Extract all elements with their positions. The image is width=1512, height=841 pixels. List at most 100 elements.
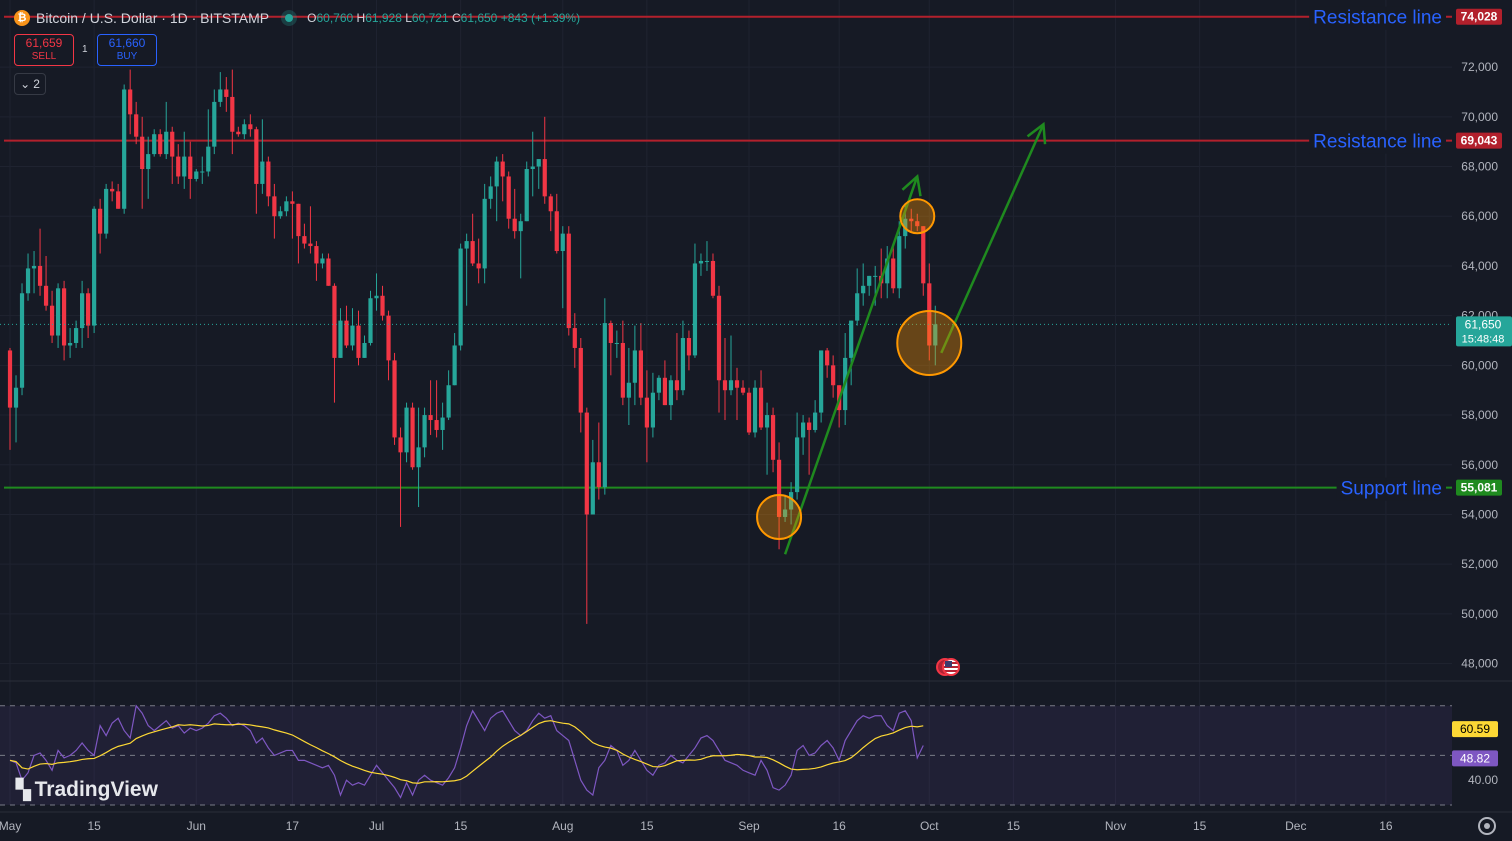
candle [644,370,649,463]
candle-body [692,263,698,356]
candle [7,347,13,450]
candle-body [740,387,746,393]
time-tick-label: 16 [832,819,846,833]
candle [440,402,445,450]
candle [158,129,163,157]
candle [698,253,704,276]
candle-body [290,201,295,204]
candle [13,375,19,443]
time-tick-label: Oct [920,819,939,833]
candle-body [19,293,25,388]
trend-arrow-shaft [940,123,1045,354]
candle [224,77,229,112]
symbol-title[interactable]: Bitcoin / U.S. Dollar · 1D · BITSTAMP [36,10,270,26]
candle [206,109,211,177]
candle-body [500,161,505,177]
candle-body [542,159,547,197]
candle [434,380,439,438]
candle [350,308,355,351]
candle [314,241,319,281]
candle [482,183,487,284]
candle-body [704,260,710,262]
candle-body [674,380,680,391]
candle-body [656,377,662,393]
candle-body [386,315,391,361]
indicator-count: 2 [33,77,40,91]
candle [380,285,385,321]
ohlc-close-key: C [451,11,461,25]
price-tick-label: 48,000 [1461,657,1498,671]
last-price-countdown: 15:48:48 [1462,333,1505,345]
trend-arrow-head [1026,121,1047,145]
candle-body [188,156,193,179]
candle-body [788,492,794,510]
time-tick-label: 15 [1193,819,1207,833]
candle [530,131,535,197]
price-tick-label: 64,000 [1461,259,1498,273]
candles [7,69,938,624]
price-line-value: 55,081 [1461,481,1498,495]
candle [909,208,914,232]
price-tick-label: 56,000 [1461,458,1498,472]
candle-body [344,320,349,346]
candle [584,407,589,624]
candle-body [236,131,241,135]
candle-body [476,263,481,269]
candle [344,305,349,348]
candle-body [278,211,283,217]
candle-body [530,166,535,170]
sell-button[interactable]: 61,659 SELL [14,34,74,66]
candle [266,156,271,207]
candle-body [410,407,415,468]
candle-body [650,392,655,428]
candle-body [602,323,607,488]
buy-button[interactable]: 61,660 BUY [97,34,157,66]
candle-body [67,342,73,346]
candle-body [428,415,433,421]
price-tick-label: 58,000 [1461,408,1498,422]
candle-body [284,201,289,212]
candle-body [308,243,313,247]
rsi-value-label: 48.82 [1460,751,1490,765]
candle-body [536,159,541,167]
candle [933,305,938,366]
candle-body [332,285,337,358]
us-flag-icon [942,658,960,676]
time-tick-label: Nov [1105,819,1126,833]
last-price-value: 61,650 [1465,317,1502,331]
candle-body [350,325,355,346]
candle [734,367,740,421]
time-tick-label: 15 [640,819,654,833]
candle [758,370,764,430]
candle [248,114,253,137]
bitcoin-icon: ₿ [14,10,30,26]
candle-body [122,89,127,209]
candle [362,335,367,358]
horizontal-line-label-bg [1309,130,1446,154]
trend-arrow [940,121,1047,354]
candle [566,226,571,336]
candle-body [470,241,475,264]
collapse-indicators-button[interactable]: ⌄ 2 [14,73,46,95]
candle [170,126,175,184]
candle-body [548,196,553,212]
candle-body [230,96,235,132]
candle [572,313,577,368]
economic-event-flag-icon[interactable] [936,656,964,678]
price-tick-label: 70,000 [1461,110,1498,124]
candle-body [488,186,493,199]
candle-body [380,295,385,316]
candle [722,338,728,421]
settings-gear-icon[interactable] [1478,817,1496,835]
candle-body [31,265,37,269]
tradingview-mark-icon: ▚ [16,779,31,801]
candle-body [248,124,253,130]
candle [494,156,499,222]
candle [728,335,734,396]
candle-body [170,131,175,157]
candle [386,310,391,381]
candle-body [668,380,674,406]
candle-body [554,211,559,252]
candle-body [680,338,686,391]
